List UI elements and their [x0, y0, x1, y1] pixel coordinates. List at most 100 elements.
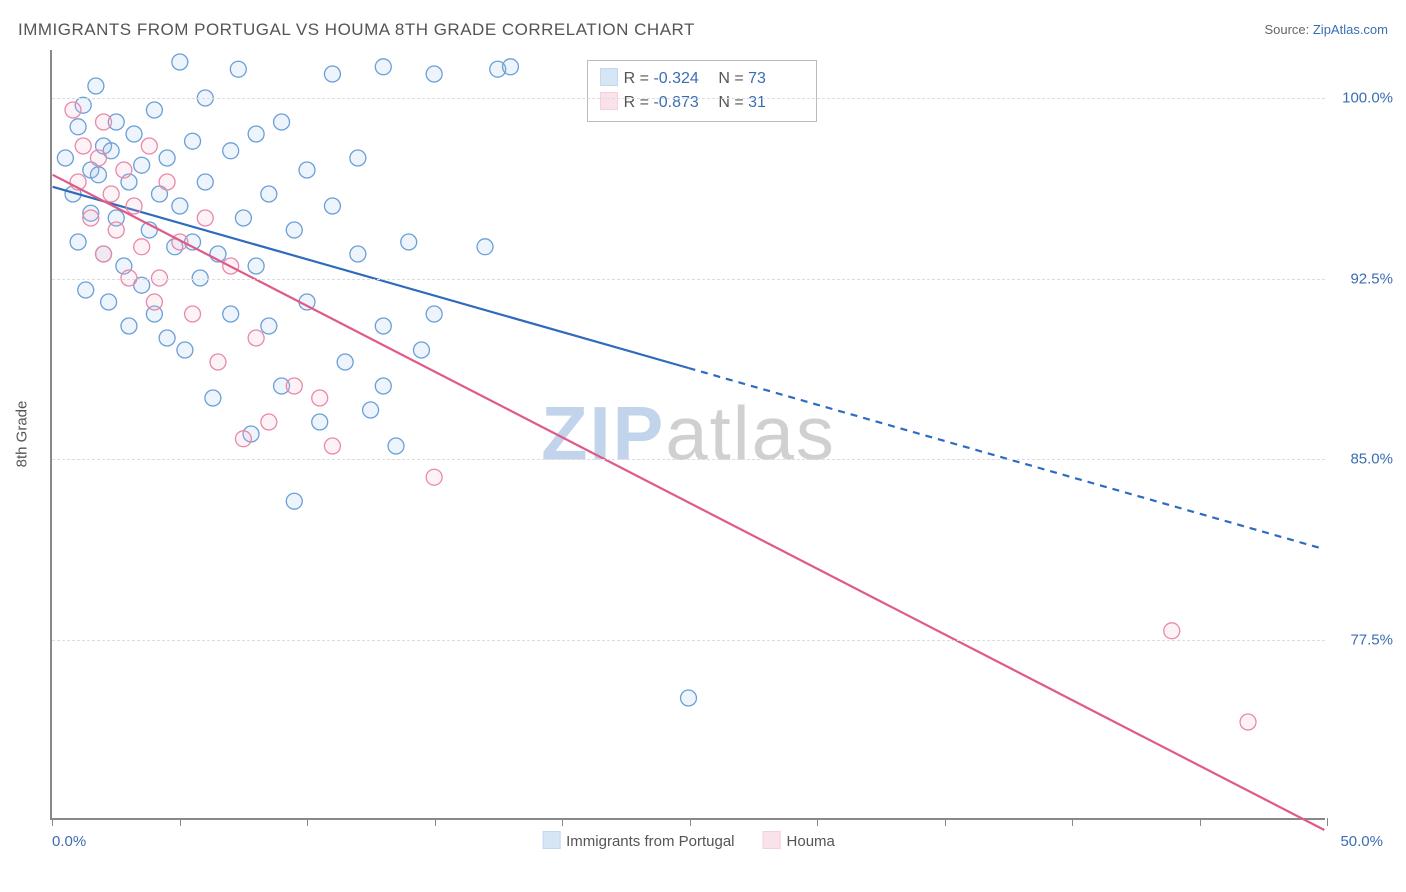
data-point-portugal [324, 198, 340, 214]
legend-row-portugal: R = -0.324 N = 73 [600, 67, 804, 91]
data-point-houma [103, 186, 119, 202]
data-point-portugal [70, 234, 86, 250]
data-point-houma [248, 330, 264, 346]
data-point-portugal [223, 143, 239, 159]
data-point-portugal [350, 246, 366, 262]
data-point-portugal [350, 150, 366, 166]
legend-n-value: 31 [748, 91, 804, 115]
data-point-portugal [286, 222, 302, 238]
chart-title: IMMIGRANTS FROM PORTUGAL VS HOUMA 8TH GR… [18, 20, 695, 40]
data-point-portugal [274, 114, 290, 130]
data-point-portugal [375, 59, 391, 75]
legend-swatch [763, 831, 781, 849]
y-tick-label: 85.0% [1333, 451, 1393, 468]
data-point-houma [1240, 714, 1256, 730]
legend-swatch [542, 831, 560, 849]
data-point-houma [83, 210, 99, 226]
data-point-portugal [248, 258, 264, 274]
data-point-portugal [134, 157, 150, 173]
data-point-houma [141, 138, 157, 154]
data-point-portugal [159, 330, 175, 346]
bottom-legend-item-houma: Houma [763, 833, 835, 850]
legend-row-houma: R = -0.873 N = 31 [600, 91, 804, 115]
source-prefix: Source: [1264, 22, 1312, 37]
trend-line-houma [53, 175, 1325, 830]
source-attribution: Source: ZipAtlas.com [1264, 22, 1388, 37]
data-point-portugal [363, 402, 379, 418]
data-point-portugal [502, 59, 518, 75]
x-axis-legend: Immigrants from Portugal Houma [528, 831, 849, 850]
data-point-portugal [261, 186, 277, 202]
data-point-portugal [230, 61, 246, 77]
trend-line-portugal [53, 187, 689, 368]
data-point-portugal [177, 342, 193, 358]
legend-r-value: -0.873 [653, 91, 709, 115]
stats-legend: R = -0.324 N = 73R = -0.873 N = 31 [587, 60, 817, 122]
source-link[interactable]: ZipAtlas.com [1313, 22, 1388, 37]
data-point-portugal [126, 126, 142, 142]
chart-container: IMMIGRANTS FROM PORTUGAL VS HOUMA 8TH GR… [0, 0, 1406, 892]
x-tick [690, 818, 691, 826]
x-tick [180, 818, 181, 826]
legend-r-value: -0.324 [653, 67, 709, 91]
data-point-houma [96, 246, 112, 262]
data-point-portugal [78, 282, 94, 298]
legend-swatch [600, 92, 618, 110]
data-point-portugal [57, 150, 73, 166]
data-point-portugal [172, 54, 188, 70]
data-point-houma [210, 354, 226, 370]
data-point-portugal [375, 318, 391, 334]
data-point-houma [312, 390, 328, 406]
data-point-portugal [235, 210, 251, 226]
y-tick-label: 92.5% [1333, 270, 1393, 287]
data-point-portugal [205, 390, 221, 406]
data-point-houma [197, 210, 213, 226]
data-point-portugal [324, 66, 340, 82]
x-tick [1200, 818, 1201, 826]
data-point-portugal [172, 198, 188, 214]
data-point-portugal [375, 378, 391, 394]
data-point-portugal [223, 306, 239, 322]
data-point-portugal [88, 78, 104, 94]
data-point-portugal [299, 162, 315, 178]
data-point-portugal [261, 318, 277, 334]
x-axis-min-label: 0.0% [52, 833, 86, 850]
x-axis-max-label: 50.0% [1340, 833, 1383, 850]
data-point-houma [108, 222, 124, 238]
plot-svg [52, 50, 1325, 818]
x-tick [562, 818, 563, 826]
x-tick [435, 818, 436, 826]
data-point-houma [146, 294, 162, 310]
data-point-houma [1164, 623, 1180, 639]
plot-area: 8th Grade ZIPatlas R = -0.324 N = 73R = … [50, 50, 1325, 820]
x-tick [817, 818, 818, 826]
bottom-legend-label: Houma [787, 833, 835, 850]
data-point-portugal [401, 234, 417, 250]
data-point-portugal [388, 438, 404, 454]
data-point-portugal [477, 239, 493, 255]
data-point-houma [134, 239, 150, 255]
data-point-houma [75, 138, 91, 154]
data-point-houma [185, 306, 201, 322]
bottom-legend-label: Immigrants from Portugal [566, 833, 734, 850]
data-point-portugal [286, 493, 302, 509]
data-point-portugal [248, 126, 264, 142]
legend-n-value: 73 [748, 67, 804, 91]
data-point-houma [126, 198, 142, 214]
data-point-houma [261, 414, 277, 430]
gridline [52, 459, 1325, 460]
data-point-portugal [312, 414, 328, 430]
bottom-legend-item-portugal: Immigrants from Portugal [542, 833, 734, 850]
data-point-portugal [426, 306, 442, 322]
data-point-houma [286, 378, 302, 394]
gridline [52, 640, 1325, 641]
data-point-portugal [426, 66, 442, 82]
data-point-houma [324, 438, 340, 454]
data-point-houma [65, 102, 81, 118]
data-point-houma [159, 174, 175, 190]
x-tick [1072, 818, 1073, 826]
data-point-portugal [101, 294, 117, 310]
gridline [52, 98, 1325, 99]
x-tick [1327, 818, 1328, 826]
y-axis-title: 8th Grade [14, 401, 31, 468]
